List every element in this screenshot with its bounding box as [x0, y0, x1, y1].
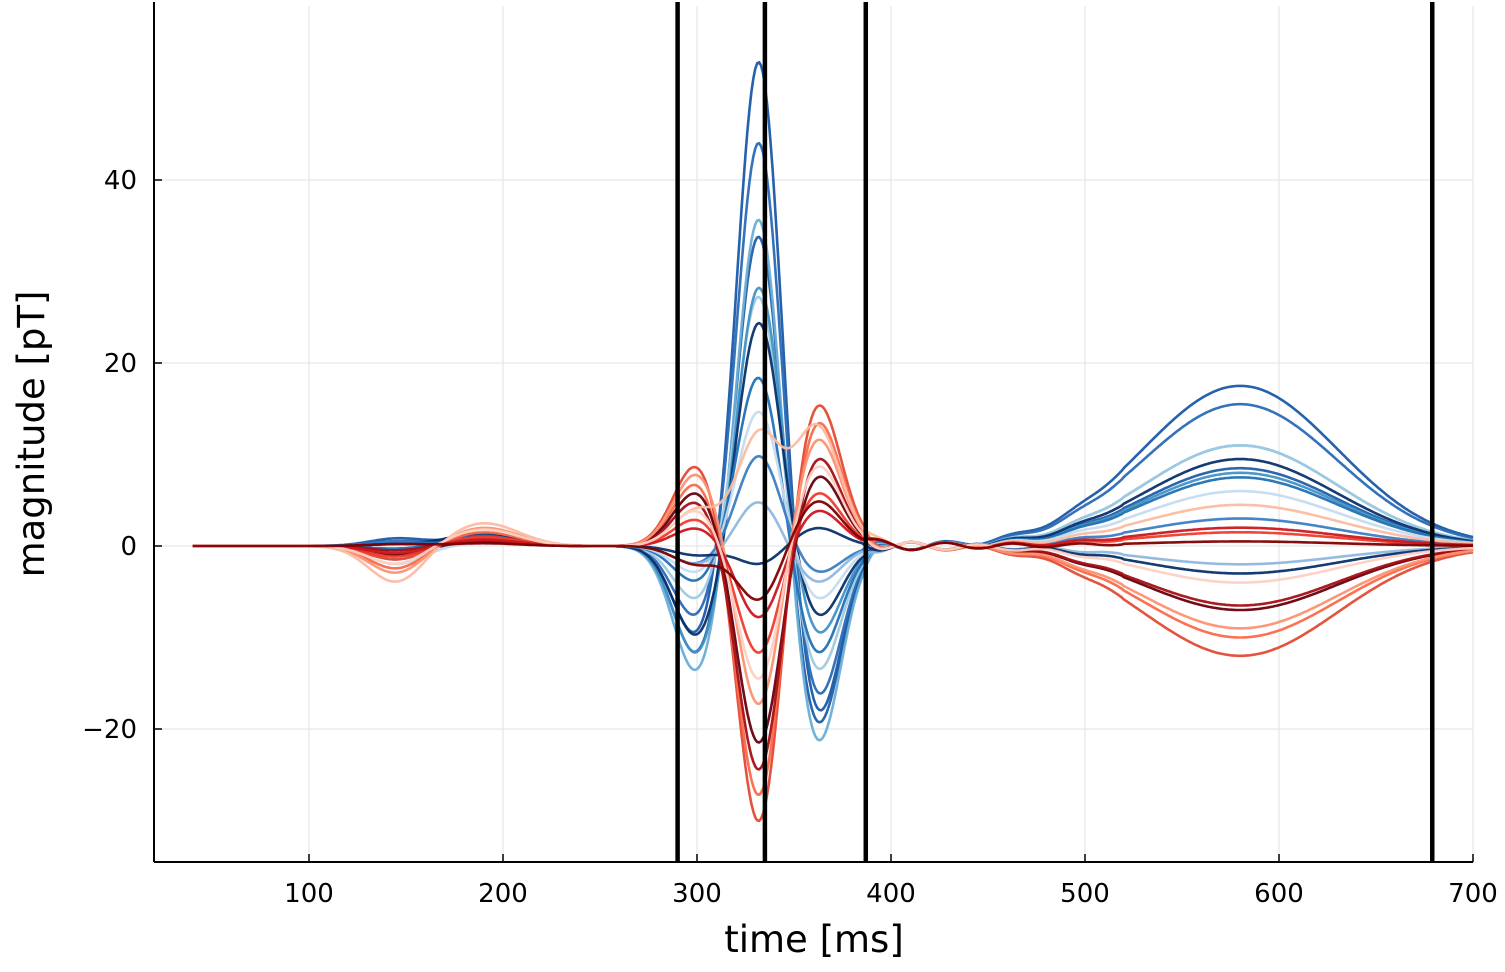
series-line — [192, 376, 1474, 654]
grid — [154, 6, 1474, 862]
x-axis-title: time [ms] — [724, 918, 904, 961]
x-tick-label: 600 — [1254, 879, 1304, 909]
y-tick-label: 40 — [104, 166, 137, 196]
vertical-markers — [675, 2, 1435, 862]
series-line — [192, 141, 1474, 695]
series-line — [192, 457, 1474, 771]
x-tick-label: 200 — [478, 879, 528, 909]
series-line — [192, 509, 1474, 619]
y-tick-label: −20 — [82, 715, 137, 745]
series-line — [192, 492, 1473, 654]
series-line — [192, 438, 1474, 706]
x-tick-label: 300 — [672, 879, 722, 909]
y-tick-label: 0 — [120, 532, 137, 562]
series-line — [192, 421, 1474, 796]
series-line — [192, 60, 1474, 712]
series-line — [192, 404, 1474, 823]
series-line — [192, 500, 1473, 601]
x-tick-label: 400 — [866, 879, 916, 909]
x-tick-label: 700 — [1448, 879, 1498, 909]
axes — [153, 2, 1474, 863]
series-line — [192, 454, 1474, 573]
series-line — [192, 465, 1474, 680]
y-axis-title: magnitude [pT] — [10, 291, 53, 578]
x-tick-label: 100 — [284, 879, 334, 909]
tick-labels: 100 200 300 400 500 600 700 −20 0 20 40 — [82, 166, 1498, 909]
series-line — [192, 422, 1474, 583]
y-tick-label: 20 — [104, 349, 137, 379]
series-group — [192, 60, 1474, 823]
x-tick-label: 500 — [1060, 879, 1110, 909]
series-line — [192, 286, 1474, 654]
